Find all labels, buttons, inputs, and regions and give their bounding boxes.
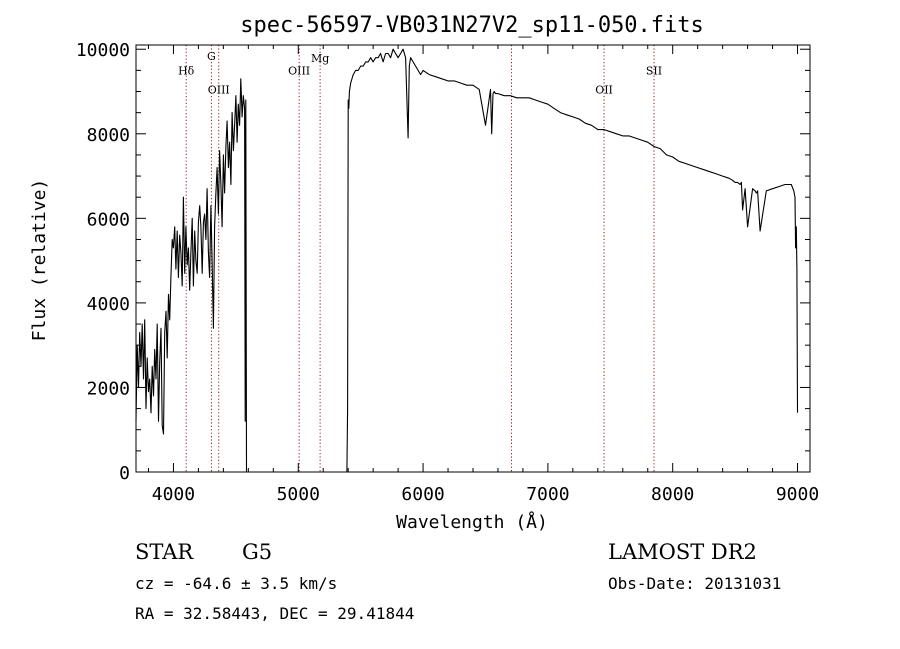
coordinates-text: RA = 32.58443, DEC = 29.41844: [135, 604, 414, 623]
chart-title: spec-56597-VB031N27V2_sp11-050.fits: [240, 13, 704, 38]
x-tick-label: 6000: [401, 484, 444, 505]
marker-lines: [185, 45, 655, 472]
plot-frame: [135, 44, 811, 473]
x-tick-label: 4000: [152, 484, 195, 505]
object-class: STAR: [135, 540, 194, 564]
redshift-text: cz = -64.6 ± 3.5 km/s: [135, 574, 337, 593]
survey-name: LAMOST DR2: [608, 540, 757, 564]
x-tick-label: 9000: [776, 484, 819, 505]
spectral-line-label: OIII: [288, 65, 310, 78]
y-axis: 0 2000 4000 6000 8000 10000: [76, 40, 810, 484]
y-tick-label: 4000: [87, 294, 130, 315]
spectral-line-label: Mg: [311, 52, 329, 65]
spectrum-series: [135, 48, 799, 473]
y-tick-label: 8000: [87, 125, 130, 146]
spectral-line-label: Hδ: [178, 65, 195, 78]
object-subclass: G5: [242, 540, 272, 564]
y-tick-label: 2000: [87, 378, 130, 399]
spectral-line-label: SII: [646, 65, 662, 78]
spectral-line-label: G: [207, 50, 216, 63]
y-tick-label: 0: [119, 463, 130, 484]
x-axis-label: Wavelength (Å): [396, 511, 548, 533]
x-tick-label: 5000: [277, 484, 320, 505]
x-tick-label: 8000: [651, 484, 694, 505]
x-axis: 4000 5000 6000 7000 8000 9000: [147, 45, 819, 505]
spectral-line-label: OIII: [208, 84, 230, 97]
spectral-line-label: OII: [595, 84, 613, 97]
x-tick-label: 7000: [526, 484, 569, 505]
obs-date: Obs-Date: 20131031: [608, 574, 781, 593]
spectrum-line: [135, 48, 799, 473]
y-axis-label: Flux (relative): [29, 179, 50, 342]
y-tick-label: 6000: [87, 209, 130, 230]
y-tick-label: 10000: [76, 40, 130, 61]
